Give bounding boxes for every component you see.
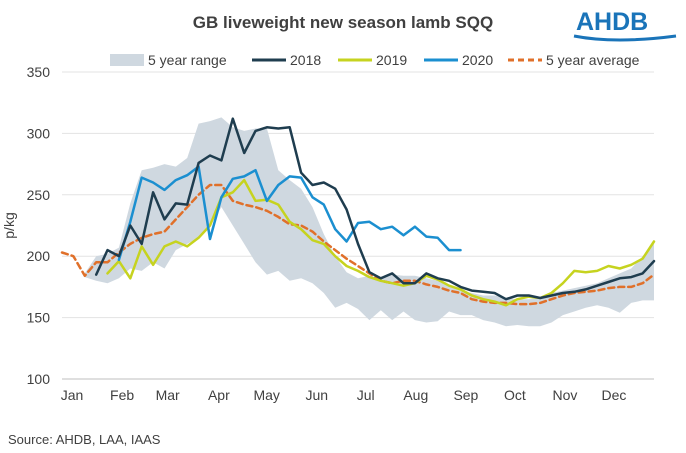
x-axis-ticks: Jan Feb Mar Apr May Jun Jul Aug Sep Oct Nov Dec — [61, 387, 627, 403]
x-tick-label: Mar — [156, 387, 180, 403]
y-tick-label: 200 — [27, 248, 51, 264]
series-line-2020 — [117, 165, 462, 262]
y-axis-label: p/kg — [1, 212, 17, 238]
y-tick-label: 100 — [27, 371, 51, 387]
legend: 5 year range 2018 2019 2020 5 year average — [110, 52, 640, 68]
x-tick-label: Sep — [453, 387, 478, 403]
x-tick-label: Dec — [601, 387, 626, 403]
chart-title: GB liveweight new season lamb SQQ — [193, 13, 493, 32]
y-axis-ticks: 100 150 200 250 300 350 — [27, 64, 51, 387]
logo-swoosh-icon — [573, 34, 677, 42]
x-tick-label: Nov — [553, 387, 578, 403]
x-tick-label: Jun — [305, 387, 328, 403]
legend-label: 2019 — [376, 52, 407, 68]
y-tick-label: 300 — [27, 125, 51, 141]
legend-label: 5 year range — [148, 52, 227, 68]
ahdb-logo: AHDB — [573, 8, 677, 42]
y-tick-label: 350 — [27, 64, 51, 80]
plot-area — [60, 117, 656, 327]
x-tick-label: Oct — [504, 387, 526, 403]
source-note: Source: AHDB, LAA, IAAS — [8, 432, 161, 447]
series-line-2019 — [106, 178, 656, 307]
x-tick-label: Jan — [61, 387, 84, 403]
x-tick-label: May — [253, 387, 279, 403]
x-tick-label: Jul — [357, 387, 375, 403]
legend-label: 2018 — [290, 52, 321, 68]
y-tick-label: 250 — [27, 187, 51, 203]
x-tick-label: Aug — [403, 387, 428, 403]
x-tick-label: Apr — [208, 387, 230, 403]
legend-swatch — [110, 54, 144, 66]
y-tick-label: 150 — [27, 310, 51, 326]
x-tick-label: Feb — [110, 387, 134, 403]
series-line-2018 — [94, 117, 656, 301]
logo-text: AHDB — [576, 8, 648, 36]
legend-label: 5 year average — [546, 52, 640, 68]
series-line-5-year-average — [60, 183, 656, 306]
legend-label: 2020 — [462, 52, 493, 68]
range-area — [84, 117, 655, 327]
